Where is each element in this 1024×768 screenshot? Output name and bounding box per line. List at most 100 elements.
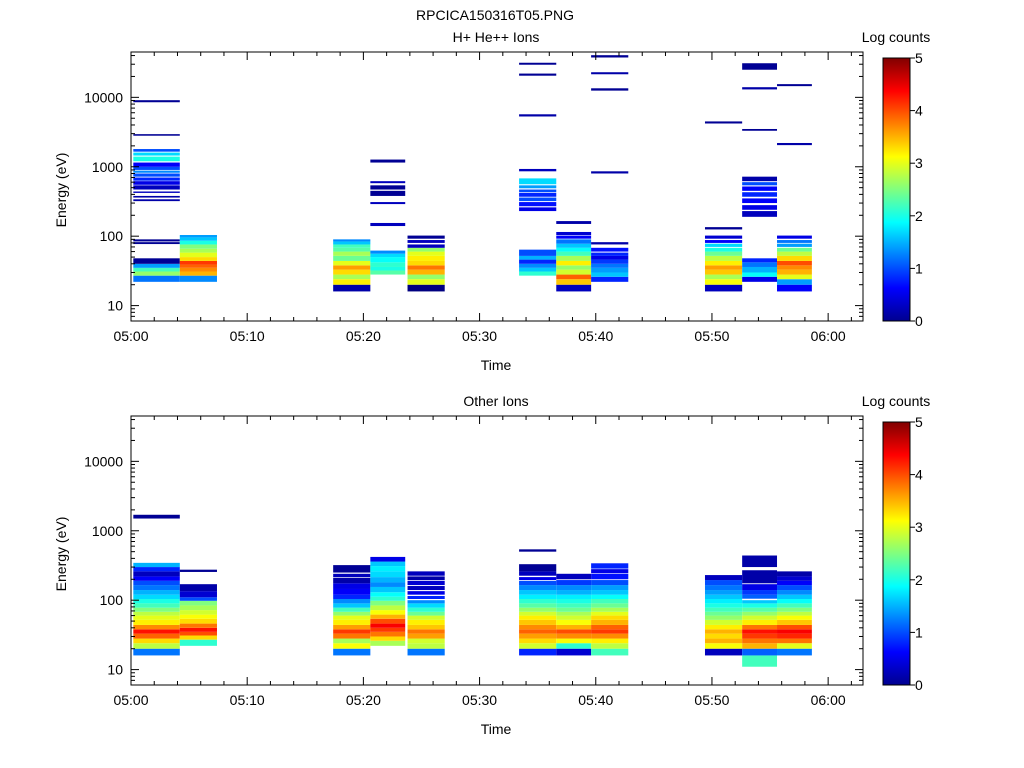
spectrogram-cell — [591, 607, 629, 612]
spectrogram-cell — [133, 181, 180, 185]
spectrogram-cell — [407, 633, 445, 639]
spectrogram-cell — [133, 156, 180, 162]
spectrogram-cell — [519, 615, 557, 620]
spectrogram-cell — [742, 198, 778, 204]
spectrogram-cell — [591, 585, 629, 591]
plot-frame — [130, 415, 864, 686]
spectrogram-cell — [133, 100, 180, 103]
spectrogram-cell — [519, 168, 557, 172]
spectrogram-cell — [591, 255, 629, 260]
spectrogram-cell — [407, 274, 445, 280]
spectrogram-cell — [370, 605, 406, 611]
spectrogram-cell — [591, 252, 629, 256]
spectrogram-cell — [133, 643, 180, 649]
spectrogram-cell — [704, 260, 743, 266]
spectrogram-cell — [742, 584, 778, 591]
spectrogram-cell — [777, 243, 812, 247]
spectrogram-cell — [333, 565, 371, 573]
spectrogram-cell — [407, 240, 445, 243]
colorbar: 0 1 2 3 4 5 — [882, 414, 923, 693]
spectrogram-cell — [519, 62, 557, 65]
x-tick-label: 05:50 — [694, 692, 729, 708]
spectrogram-cell — [179, 257, 217, 261]
spectrogram-cell — [519, 638, 557, 644]
spectrogram-cell — [407, 603, 445, 608]
spectrogram-cell — [333, 247, 371, 252]
spectrogram-cell — [333, 265, 371, 270]
spectrogram-cell — [742, 186, 778, 191]
spectrogram-cell — [704, 265, 743, 270]
y-tick-label: 10000 — [84, 453, 123, 469]
spectrogram-cell — [742, 555, 778, 568]
spectrogram-cell — [704, 247, 743, 252]
spectrogram-cell — [407, 571, 445, 576]
spectrogram-cell — [742, 619, 778, 625]
spectrogram-cell — [556, 633, 592, 639]
colorbar-label: Log counts — [862, 29, 931, 45]
spectrogram-cell — [742, 607, 778, 612]
spectrogram-cell — [133, 629, 180, 634]
spectrogram-cell — [591, 611, 629, 616]
spectrogram-cell — [333, 244, 371, 248]
spectrogram-cell — [133, 594, 180, 599]
spectrogram-cell — [556, 624, 592, 630]
spectrogram-cell — [333, 643, 371, 649]
spectrogram-cell — [591, 242, 629, 245]
spectrogram-cell — [333, 638, 371, 644]
spectrogram-cell — [370, 566, 406, 572]
spectrogram-cell — [591, 624, 629, 630]
spectrogram-cell — [407, 265, 445, 270]
spectrogram-cell — [556, 239, 592, 244]
spectrogram-cell — [556, 629, 592, 634]
spectrogram-cell — [556, 231, 592, 235]
spectrogram-cell — [591, 648, 629, 656]
spectrogram-cell — [591, 259, 629, 264]
spectrogram-cell — [704, 575, 743, 581]
spectrogram-cell — [179, 260, 217, 265]
spectrogram-cell — [133, 611, 180, 616]
spectrogram-cell — [556, 284, 592, 292]
spectrogram-cell — [519, 619, 557, 625]
spectrogram-cell — [556, 235, 592, 239]
spectrogram-cell — [407, 595, 445, 599]
x-tick-label: 05:30 — [462, 328, 497, 344]
spectrogram-cell — [591, 643, 629, 649]
colorbar-tick-label: 1 — [915, 260, 923, 276]
spectrogram-cell — [407, 580, 445, 586]
spectrogram-cell — [742, 603, 778, 608]
spectrogram-cell — [591, 247, 629, 252]
colorbar-tick-label: 2 — [915, 208, 923, 224]
spectrogram-cell — [556, 643, 592, 649]
spectrogram-cell — [519, 624, 557, 630]
spectrogram-cell — [777, 633, 812, 639]
spectrogram-cell — [333, 607, 371, 612]
spectrogram-cell — [704, 607, 743, 612]
x-tick-label: 06:00 — [811, 328, 846, 344]
spectrogram-cell — [742, 272, 778, 277]
spectrogram-cell — [742, 648, 778, 656]
spectrogram-cell — [133, 239, 180, 242]
spectrogram-cell — [519, 197, 557, 202]
spectrogram-cell — [519, 564, 557, 572]
spectrogram-cell — [519, 580, 557, 586]
spectrogram-cell — [519, 189, 557, 193]
spectrogram-cell — [179, 591, 217, 598]
spectrogram-cell — [742, 638, 778, 644]
x-tick-label: 06:00 — [811, 692, 846, 708]
x-tick-label: 05:20 — [346, 328, 381, 344]
spectrogram-cell — [704, 603, 743, 608]
spectrogram-cell — [179, 600, 217, 606]
spectrogram-cell — [742, 611, 778, 616]
x-tick-label: 05:30 — [462, 692, 497, 708]
spectrogram-cell — [333, 255, 371, 261]
spectrogram-cell — [591, 619, 629, 625]
x-tick-label: 05:40 — [578, 328, 613, 344]
spectrogram-cell — [179, 244, 217, 249]
spectrogram-cell — [179, 614, 217, 619]
colorbar-tick-label: 4 — [915, 467, 923, 483]
spectrogram-cell — [133, 624, 180, 630]
spectrogram-cell — [370, 596, 406, 601]
spectrogram-cell — [556, 580, 592, 586]
spectrogram-cell — [704, 638, 743, 644]
spectrogram-cell — [333, 619, 371, 625]
